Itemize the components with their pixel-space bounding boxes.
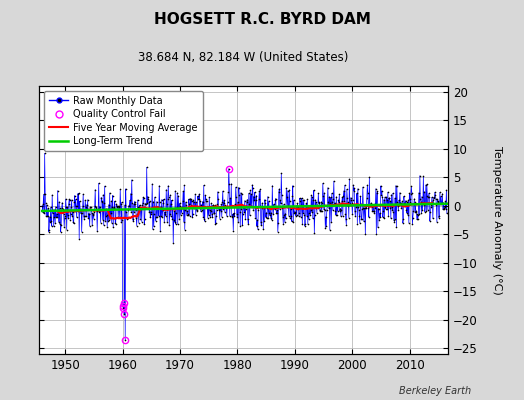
Text: Berkeley Earth: Berkeley Earth [399,386,472,396]
Text: HOGSETT R.C. BYRD DAM: HOGSETT R.C. BYRD DAM [154,12,370,27]
Title: 38.684 N, 82.184 W (United States): 38.684 N, 82.184 W (United States) [138,51,349,64]
Legend: Raw Monthly Data, Quality Control Fail, Five Year Moving Average, Long-Term Tren: Raw Monthly Data, Quality Control Fail, … [44,91,203,151]
Y-axis label: Temperature Anomaly (°C): Temperature Anomaly (°C) [492,146,501,294]
